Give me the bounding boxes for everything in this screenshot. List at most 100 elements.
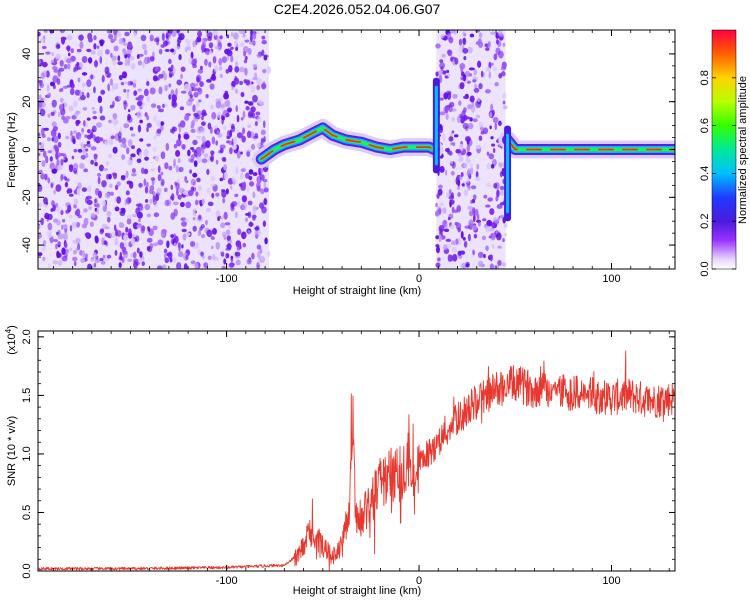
noise-speckle xyxy=(466,144,471,152)
noise-speckle xyxy=(115,184,119,191)
noise-speckle xyxy=(181,221,187,227)
noise-speckle xyxy=(196,101,200,107)
noise-speckle xyxy=(123,123,130,129)
noise-speckle xyxy=(80,142,84,150)
noise-speckle xyxy=(47,150,53,154)
noise-speckle xyxy=(197,248,202,256)
noise-speckle xyxy=(131,234,136,238)
noise-speckle xyxy=(244,172,250,179)
noise-speckle xyxy=(57,141,62,148)
noise-speckle xyxy=(154,155,160,162)
noise-speckle xyxy=(40,142,44,151)
noise-speckle xyxy=(231,200,238,207)
noise-speckle xyxy=(86,140,91,145)
spectrogram-ytick-label: -20 xyxy=(21,189,33,205)
noise-speckle xyxy=(458,251,462,256)
noise-speckle xyxy=(205,140,211,149)
noise-speckle xyxy=(489,125,492,130)
noise-speckle xyxy=(462,122,469,130)
noise-speckle xyxy=(491,221,497,229)
noise-speckle xyxy=(469,33,475,38)
noise-speckle xyxy=(491,143,496,147)
noise-speckle xyxy=(178,133,181,141)
noise-speckle xyxy=(93,153,98,160)
noise-speckle xyxy=(240,231,247,240)
noise-speckle xyxy=(136,211,143,219)
noise-speckle xyxy=(492,116,499,124)
noise-speckle xyxy=(181,228,187,233)
noise-speckle xyxy=(96,45,100,49)
noise-speckle xyxy=(100,89,106,95)
noise-speckle xyxy=(173,144,178,149)
noise-speckle xyxy=(152,147,157,152)
noise-speckle xyxy=(182,190,189,196)
noise-speckle xyxy=(123,88,127,93)
noise-speckle xyxy=(56,206,62,213)
noise-speckle xyxy=(252,32,257,40)
noise-speckle xyxy=(207,201,214,207)
noise-speckle xyxy=(472,76,478,83)
noise-speckle xyxy=(114,119,119,125)
spectrogram-ytick-label: 40 xyxy=(21,48,33,60)
noise-speckle xyxy=(172,67,176,75)
noise-speckle xyxy=(435,202,438,208)
noise-speckle xyxy=(98,164,104,172)
colorbar: 0.0 0.2 0.4 0.6 0.8 Normalized spectral ampl… xyxy=(699,29,749,277)
noise-speckle xyxy=(207,122,212,130)
noise-speckle xyxy=(496,189,500,198)
noise-speckle xyxy=(77,243,81,251)
noise-speckle xyxy=(137,88,142,92)
noise-speckle xyxy=(77,77,81,83)
noise-speckle xyxy=(197,151,202,157)
noise-speckle xyxy=(234,193,239,198)
noise-speckle xyxy=(108,153,113,159)
noise-speckle xyxy=(93,43,97,50)
noise-speckle xyxy=(136,158,142,163)
noise-speckle xyxy=(125,226,129,233)
noise-speckle xyxy=(157,187,162,194)
noise-speckle xyxy=(475,176,481,182)
noise-speckle xyxy=(130,63,136,70)
noise-speckle xyxy=(456,204,462,213)
noise-speckle xyxy=(247,211,252,219)
noise-speckle xyxy=(235,105,238,112)
noise-speckle xyxy=(490,103,494,112)
noise-speckle xyxy=(120,207,126,212)
spectrogram-xtick-label: 0 xyxy=(416,273,422,285)
noise-speckle xyxy=(82,107,88,111)
colorbar-tick-label: 0.6 xyxy=(699,118,711,133)
noise-speckle xyxy=(38,132,41,137)
noise-speckle xyxy=(171,126,175,134)
noise-speckle xyxy=(267,250,271,258)
snr-xtick-label: -100 xyxy=(216,575,238,587)
noise-speckle xyxy=(463,189,469,196)
noise-speckle xyxy=(47,213,53,220)
noise-speckle xyxy=(195,241,199,249)
noise-speckle xyxy=(256,78,262,86)
noise-speckle xyxy=(450,199,455,205)
noise-speckle xyxy=(439,202,445,206)
noise-speckle xyxy=(96,49,103,57)
noise-speckle xyxy=(226,235,231,242)
noise-speckle xyxy=(258,172,262,176)
noise-speckle xyxy=(210,236,215,240)
noise-speckle xyxy=(196,36,202,43)
noise-speckle xyxy=(205,207,211,213)
noise-speckle xyxy=(439,59,444,63)
noise-speckle xyxy=(252,191,256,199)
noise-speckle xyxy=(139,251,143,258)
noise-speckle xyxy=(452,253,458,262)
noise-speckle xyxy=(101,237,106,241)
noise-speckle xyxy=(168,165,173,171)
noise-speckle xyxy=(59,59,64,67)
noise-speckle xyxy=(442,70,447,75)
noise-speckle xyxy=(248,169,254,175)
noise-speckle xyxy=(38,252,43,257)
noise-speckle xyxy=(104,192,111,199)
noise-speckle xyxy=(43,97,47,102)
noise-speckle xyxy=(117,55,121,62)
noise-speckle xyxy=(93,262,97,268)
spectrogram-ytick-label: 0 xyxy=(21,146,33,152)
noise-speckle xyxy=(198,99,202,103)
noise-speckle xyxy=(472,224,477,231)
